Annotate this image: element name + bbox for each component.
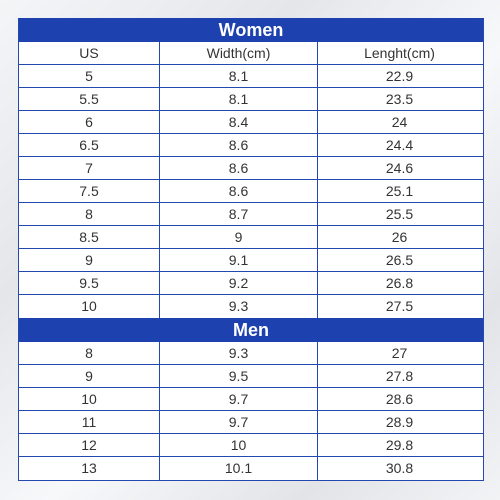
size-cell: 9.2 — [160, 272, 318, 294]
size-cell: 9 — [160, 226, 318, 248]
section-body: 8 9.3 27 9 9.5 27.8 10 9.7 28.6 11 9.7 28.9 12 10 29.8… — [19, 342, 483, 480]
size-cell: 6.5 — [19, 134, 160, 156]
size-cell: 26 — [391, 229, 408, 245]
size-row: 6.5 8.6 24.4 — [19, 134, 483, 157]
size-cell: 8.6 — [160, 134, 318, 156]
size-cell: 26.8 — [385, 275, 414, 291]
size-cell: 13 — [19, 457, 160, 480]
size-row: 8 9.3 27 — [19, 342, 483, 365]
size-cell: 25.1 — [385, 183, 414, 199]
size-cell: 8.6 — [160, 157, 318, 179]
size-cell: 10 — [160, 434, 318, 456]
size-cell: 10.1 — [160, 457, 318, 480]
size-cell: 27 — [391, 345, 408, 361]
size-cell: 28.9 — [385, 414, 414, 430]
size-cell: 8 — [19, 203, 160, 225]
size-cell: 9.7 — [160, 411, 318, 433]
size-cell: 22.9 — [385, 68, 414, 84]
size-row: 9 9.5 27.8 — [19, 365, 483, 388]
size-cell: 7 — [19, 157, 160, 179]
size-cell: 8.1 — [160, 88, 318, 110]
size-cell: 11 — [19, 411, 160, 433]
size-row: 7.5 8.6 25.1 — [19, 180, 483, 203]
size-cell: 12 — [19, 434, 160, 456]
size-cell: 9.3 — [160, 342, 318, 364]
size-row: 9 9.1 26.5 — [19, 249, 483, 272]
size-cell: 29.8 — [385, 437, 414, 453]
size-cell: 5.5 — [19, 88, 160, 110]
size-cell: 9.5 — [160, 365, 318, 387]
size-row: 7 8.6 24.6 — [19, 157, 483, 180]
size-row: 5.5 8.1 23.5 — [19, 88, 483, 111]
size-cell: 8.4 — [160, 111, 318, 133]
size-cell: 10 — [19, 295, 160, 318]
size-cell: 27.8 — [385, 368, 414, 384]
size-cell: 9.3 — [160, 295, 318, 318]
size-row: 8 8.7 25.5 — [19, 203, 483, 226]
section-title: Women — [19, 18, 483, 42]
size-cell: 23.5 — [385, 91, 414, 107]
size-cell: 9.7 — [160, 388, 318, 410]
size-cell: 8.6 — [160, 180, 318, 202]
size-cell: 8.1 — [160, 65, 318, 87]
size-cell: 8 — [19, 342, 160, 364]
size-row: 8.5 9 26 — [19, 226, 483, 249]
size-cell: 27.5 — [385, 298, 414, 314]
size-cell: 8.5 — [19, 226, 160, 248]
column-header: Width(cm) — [160, 42, 318, 64]
size-cell: 9 — [19, 365, 160, 387]
section-title: Men — [19, 318, 483, 342]
size-row: 11 9.7 28.9 — [19, 411, 483, 434]
size-cell: 6 — [19, 111, 160, 133]
column-header: US — [19, 42, 160, 64]
size-cell: 26.5 — [385, 252, 414, 268]
size-row: 13 10.1 30.8 — [19, 457, 483, 480]
size-row: 12 10 29.8 — [19, 434, 483, 457]
size-row: 9.5 9.2 26.8 — [19, 272, 483, 295]
size-row: 10 9.7 28.6 — [19, 388, 483, 411]
size-cell: 5 — [19, 65, 160, 87]
size-row: 6 8.4 24 — [19, 111, 483, 134]
size-cell: 9 — [19, 249, 160, 271]
size-cell: 8.7 — [160, 203, 318, 225]
size-cell: 9.1 — [160, 249, 318, 271]
size-cell: 28.6 — [385, 391, 414, 407]
section-body: US Width(cm) Lenght(cm) 5 8.1 22.9 5.5 8.1 23.5 6… — [19, 42, 483, 318]
size-cell: 25.5 — [385, 206, 414, 222]
size-row: 5 8.1 22.9 — [19, 65, 483, 88]
size-cell: 7.5 — [19, 180, 160, 202]
size-cell: 9.5 — [19, 272, 160, 294]
size-cell: 10 — [19, 388, 160, 410]
size-cell: 30.8 — [385, 460, 414, 476]
size-row: 10 9.3 27.5 — [19, 295, 483, 318]
size-cell: 24.6 — [385, 160, 414, 176]
column-header: Lenght(cm) — [364, 45, 435, 61]
size-table: Women US Width(cm) Lenght(cm) 5 8.1 22.9 5.5 8.1… — [18, 18, 484, 481]
size-cell: 24.4 — [385, 137, 414, 153]
size-cell: 24 — [391, 114, 408, 130]
header-row: US Width(cm) Lenght(cm) — [19, 42, 483, 65]
